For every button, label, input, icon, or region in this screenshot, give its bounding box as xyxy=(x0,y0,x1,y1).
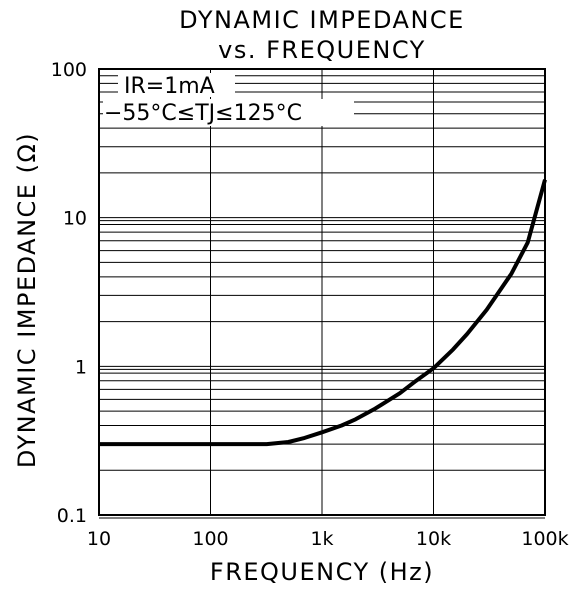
y-tick-label: 0.1 xyxy=(57,505,87,527)
y-axis-label: DYNAMIC IMPEDANCE (Ω) xyxy=(13,132,41,468)
x-tick-label: 100k xyxy=(521,528,568,550)
annotation-current: IR=1mA xyxy=(124,74,215,99)
plot-frame xyxy=(98,68,546,516)
y-tick-label: 100 xyxy=(51,59,87,81)
x-tick-label: 10 xyxy=(87,528,111,550)
x-tick-label: 100 xyxy=(192,528,228,550)
annotation-background xyxy=(118,73,235,97)
chart-subtitle: vs. FREQUENCY xyxy=(218,36,426,64)
y-tick-label: 1 xyxy=(75,356,87,378)
grid xyxy=(98,69,546,519)
series-line xyxy=(99,179,547,447)
y-tick-label: 10 xyxy=(63,208,87,230)
series-layer xyxy=(99,179,547,447)
x-axis-label: FREQUENCY (Hz) xyxy=(210,558,434,586)
annotation-background xyxy=(103,99,354,126)
x-tick-label: 10k xyxy=(416,528,451,550)
tick-labels: 10 100 1k 10k 100k 0.1 1 10 100 xyxy=(51,59,569,550)
annotation-temperature: −55°C≤TJ≤125°C xyxy=(104,101,302,126)
chart-title: DYNAMIC IMPEDANCE xyxy=(179,6,465,34)
x-tick-label: 1k xyxy=(310,528,333,550)
